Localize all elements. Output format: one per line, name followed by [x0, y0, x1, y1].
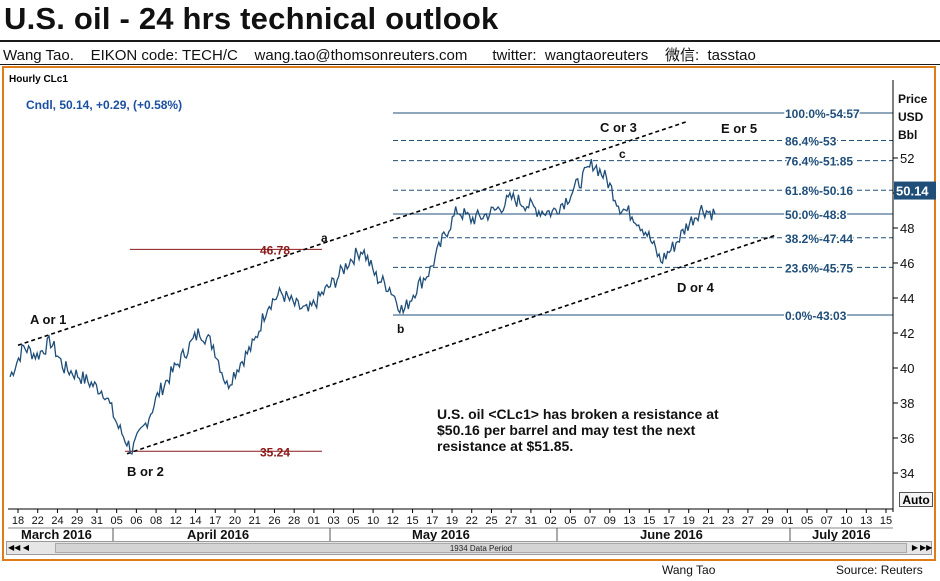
time-scrollbar[interactable]: ◀◀ ◀ 1934 Data Period ▶ ▶▶ [6, 541, 932, 555]
analysis-note: U.S. oil <CLc1> has broken a resistance … [437, 406, 719, 454]
author-email: wang.tao@thomsonreuters.com [254, 47, 468, 64]
report-title: U.S. oil - 24 hrs technical outlook [4, 1, 499, 36]
footer-source: Source: Reuters [836, 563, 923, 577]
panel-title: Hourly CLc1 [9, 74, 68, 85]
eikon-code: EIKON code: TECH/C [90, 47, 238, 64]
author-name: Wang Tao. [3, 47, 74, 64]
footer-author: Wang Tao [662, 563, 716, 577]
author-weixin: 微信: tasstao [664, 47, 756, 64]
scroll-last-icon[interactable]: ▶▶ [920, 543, 933, 552]
info-divider [0, 64, 940, 65]
scroll-right-icon[interactable]: ▶ [911, 543, 919, 552]
author-twitter: twitter: wangtaoreuters [492, 47, 649, 64]
author-info: Wang Tao. EIKON code: TECH/C wang.tao@th… [3, 44, 756, 65]
scroll-thumb[interactable]: 1934 Data Period [55, 543, 907, 553]
scroll-left-icon[interactable]: ◀ [22, 543, 30, 552]
chart-legend: Cndl, 50.14, +0.29, (+0.58%) [26, 98, 183, 112]
scroll-first-icon[interactable]: ◀◀ [8, 543, 21, 552]
chart-frame [2, 66, 936, 561]
auto-scale-button[interactable]: Auto [899, 492, 933, 507]
header-divider [0, 40, 940, 42]
